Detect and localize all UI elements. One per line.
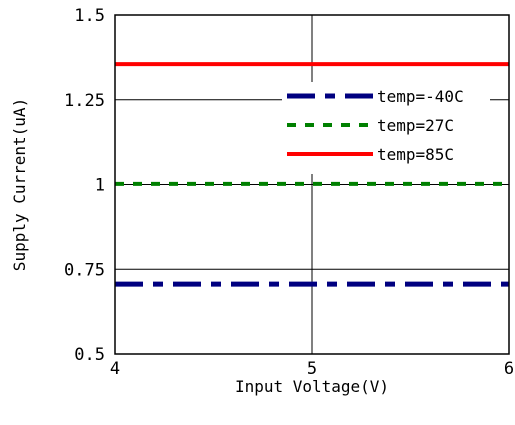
y-tick-label: 1.25: [64, 91, 105, 111]
data-series: [115, 62, 509, 287]
legend-label: temp=27C: [377, 116, 454, 135]
legend-label: temp=-40C: [377, 87, 464, 106]
tick-labels: 0.5 0.75 1 1.25 1.5 4 5 6: [64, 6, 514, 379]
legend-box: [282, 82, 490, 174]
x-tick-label: 5: [307, 359, 317, 379]
y-tick-label: 1.5: [74, 6, 105, 26]
x-tick-label: 4: [110, 359, 120, 379]
y-axis-title: Supply Current(uA): [10, 98, 29, 271]
plot-area-frame: [114, 14, 510, 355]
y-tick-label: 1: [95, 176, 105, 196]
y-tick-label: 0.75: [64, 260, 105, 280]
x-tick-label: 6: [504, 359, 514, 379]
legend: temp=-40C temp=27C temp=85C: [282, 82, 490, 174]
legend-label: temp=85C: [377, 145, 454, 164]
x-axis-title: Input Voltage(V): [235, 377, 389, 396]
y-tick-label: 0.5: [74, 345, 105, 365]
